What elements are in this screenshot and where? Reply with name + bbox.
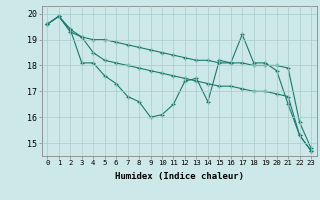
X-axis label: Humidex (Indice chaleur): Humidex (Indice chaleur) [115,172,244,181]
